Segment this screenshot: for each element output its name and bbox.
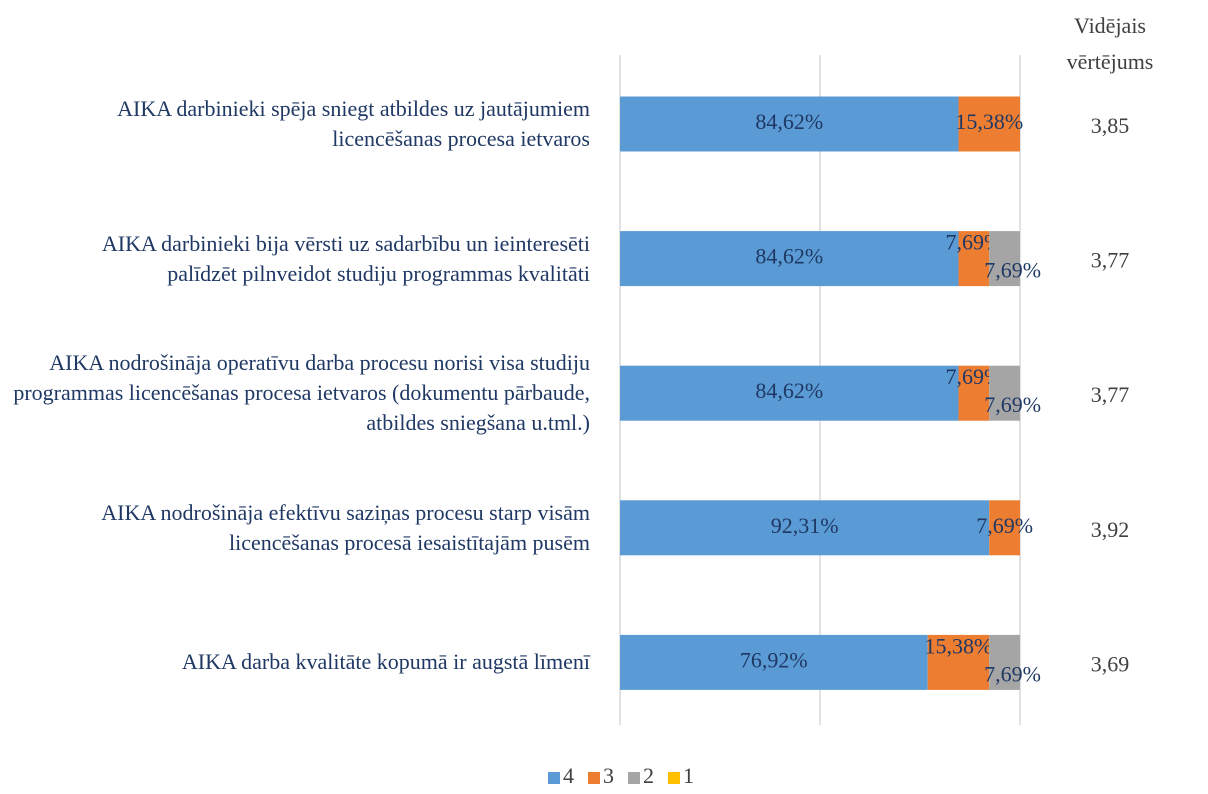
- data-label: 76,92%: [740, 647, 808, 672]
- category-label: AIKA darba kvalitāte kopumā ir augstā lī…: [181, 649, 590, 675]
- average-value: 3,85: [1091, 113, 1130, 138]
- legend-swatch: [588, 772, 600, 784]
- bar-segment: [620, 231, 959, 287]
- average-title: Vidējais vērtējums: [1066, 13, 1154, 74]
- data-label: 7,69%: [984, 661, 1041, 686]
- bar-segment: [620, 634, 928, 690]
- bar-segment: [620, 96, 959, 152]
- legend-label: 2: [643, 763, 654, 788]
- legend-swatch: [628, 772, 640, 784]
- data-label: 15,38%: [955, 109, 1023, 134]
- data-label: 7,69%: [984, 258, 1041, 283]
- legend-swatch: [668, 772, 680, 784]
- category-label: AIKA nodrošināja operatīvu darba procesu…: [13, 350, 590, 436]
- average-value: 3,77: [1091, 248, 1130, 273]
- data-label: 84,62%: [755, 378, 823, 403]
- category-label: AIKA nodrošināja efektīvu saziņas proces…: [101, 499, 590, 555]
- bar-segment: [620, 500, 990, 556]
- legend-label: 1: [683, 763, 694, 788]
- average-value: 3,92: [1091, 517, 1130, 542]
- bar-segment: [989, 500, 1020, 556]
- data-label: 15,38%: [925, 633, 993, 658]
- data-label: 92,31%: [771, 513, 839, 538]
- bar-segment: [620, 365, 959, 421]
- bar-segment: [989, 231, 1020, 287]
- bar-segment: [989, 365, 1020, 421]
- data-label: 84,62%: [755, 109, 823, 134]
- average-value: 3,69: [1091, 651, 1130, 676]
- average-value: 3,77: [1091, 382, 1130, 407]
- legend-label: 4: [563, 763, 574, 788]
- data-label: 7,69%: [984, 392, 1041, 417]
- bar-segment: [958, 231, 990, 287]
- bar-segment: [958, 365, 990, 421]
- category-label: AIKA darbinieki spēja sniegt atbildes uz…: [117, 96, 590, 151]
- bar-segment: [989, 634, 1020, 690]
- bar-segment: [958, 96, 1020, 152]
- bar-segment: [927, 634, 990, 690]
- data-label: 84,62%: [755, 244, 823, 269]
- category-label: AIKA darbinieki bija vērsti uz sadarbību…: [101, 230, 590, 286]
- legend-swatch: [548, 772, 560, 784]
- legend-label: 3: [603, 763, 614, 788]
- data-label: 7,69%: [976, 513, 1033, 538]
